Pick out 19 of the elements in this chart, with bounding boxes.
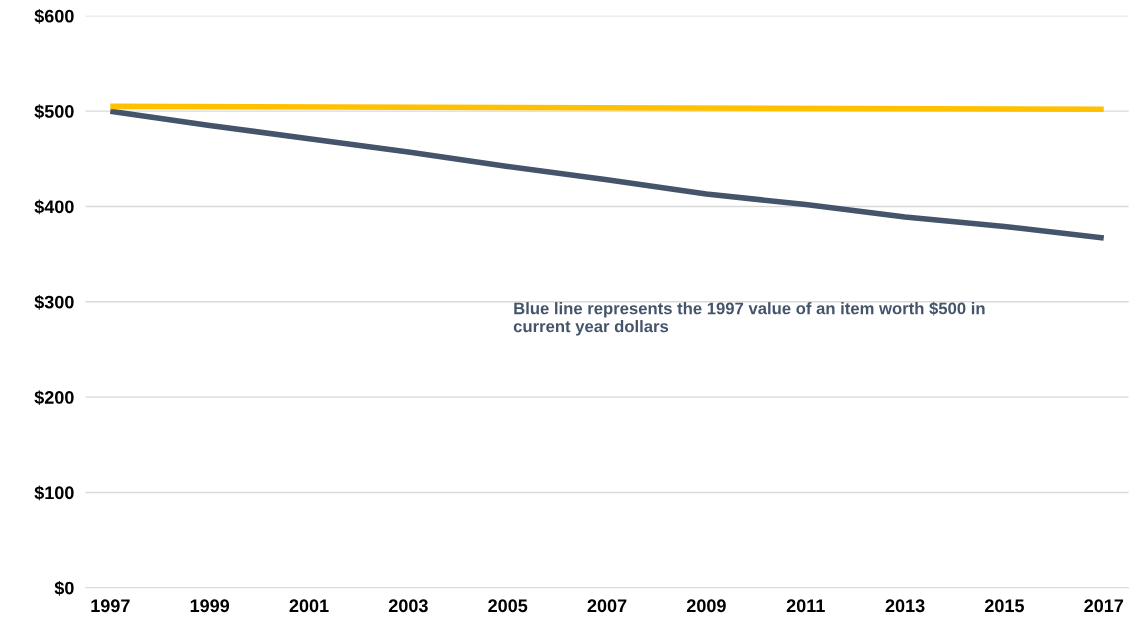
y-tick-label: $500 (34, 104, 74, 120)
y-tick-label: $0 (54, 580, 74, 596)
y-tick-label: $600 (34, 8, 74, 24)
y-tick-label: $300 (34, 294, 74, 310)
x-tick-label: 2015 (984, 599, 1024, 613)
x-tick-label: 2013 (885, 599, 925, 613)
x-tick-label: 1997 (91, 599, 130, 613)
x-tick-label: 2001 (289, 599, 329, 613)
x-tick-label: 2009 (686, 599, 726, 613)
x-tick-label: 2007 (587, 599, 627, 613)
x-tick-label: 2011 (786, 599, 825, 613)
annotation: Blue line represents the 1997 value of an item worth $500 in current year dollars (513, 301, 985, 336)
x-tick-label: 2003 (388, 599, 428, 613)
x-tick-label: 1999 (190, 599, 230, 613)
y-tick-label: $100 (34, 485, 74, 501)
y-tick-label: $200 (34, 390, 74, 405)
x-tick-label: 2005 (488, 599, 528, 613)
y-tick-label: $400 (34, 199, 74, 215)
x-tick-label: 2017 (1084, 599, 1124, 613)
